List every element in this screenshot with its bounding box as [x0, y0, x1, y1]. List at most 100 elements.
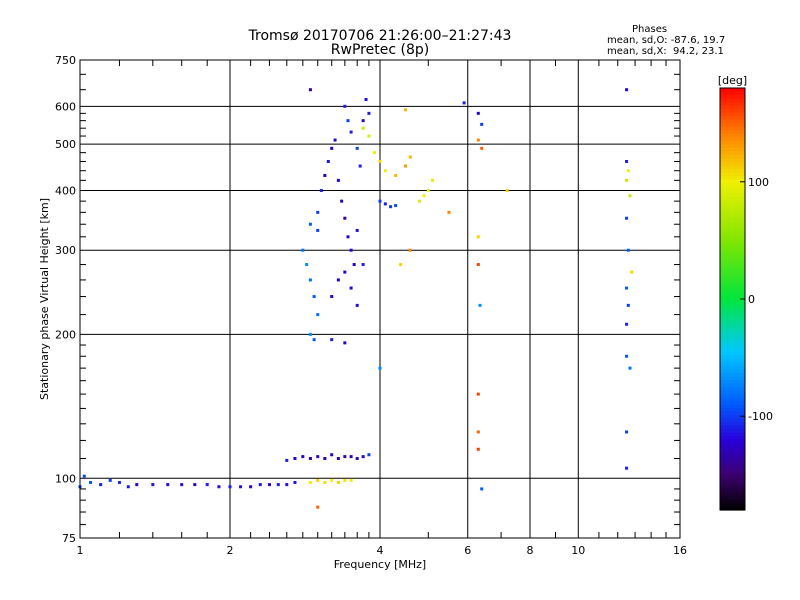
- data-point: [346, 119, 350, 123]
- data-point: [285, 458, 289, 462]
- colorbar-segment: [720, 355, 745, 360]
- data-point: [355, 146, 359, 150]
- data-point: [422, 194, 426, 198]
- data-point: [349, 478, 353, 482]
- y-tick-label: 75: [62, 532, 76, 545]
- data-point: [349, 286, 353, 290]
- colorbar-segment: [720, 492, 745, 497]
- data-point: [505, 188, 509, 192]
- colorbar-segment: [720, 267, 745, 272]
- data-point: [323, 173, 327, 177]
- colorbar-segment: [720, 295, 745, 300]
- x-tick-label: 2: [227, 544, 234, 557]
- data-point: [378, 366, 382, 370]
- data-point: [117, 480, 121, 484]
- colorbar-segment: [720, 415, 745, 420]
- data-point: [625, 322, 629, 326]
- data-point: [355, 303, 359, 307]
- colorbar-segment: [720, 351, 745, 356]
- data-point: [308, 88, 312, 92]
- data-point: [480, 122, 484, 126]
- data-point: [330, 478, 334, 482]
- data-point: [293, 480, 297, 484]
- colorbar-segment: [720, 189, 745, 195]
- colorbar-segment: [720, 411, 745, 416]
- colorbar-segment: [720, 193, 745, 198]
- data-point: [625, 88, 629, 92]
- data-point: [343, 455, 347, 459]
- data-point: [228, 485, 232, 489]
- colorbar-label: [deg]: [718, 74, 747, 87]
- colorbar-segment: [720, 446, 745, 451]
- data-point: [135, 483, 139, 487]
- data-point: [630, 270, 634, 274]
- colorbar-segment: [720, 400, 745, 406]
- x-tick-label: 8: [527, 544, 534, 557]
- data-point: [478, 303, 482, 307]
- y-axis-label: Stationary phase Virtual Height [km]: [38, 198, 51, 400]
- colorbar-segment: [720, 397, 745, 402]
- colorbar-segment: [720, 214, 745, 219]
- data-point: [476, 392, 480, 396]
- colorbar-segment: [720, 499, 745, 504]
- data-point: [628, 194, 632, 198]
- colorbar-segment: [720, 112, 745, 117]
- data-point: [625, 286, 629, 290]
- colorbar-segment: [720, 253, 745, 258]
- colorbar-segment: [720, 281, 745, 286]
- x-tick-label: 1: [77, 544, 84, 557]
- y-tick-label: 600: [55, 100, 76, 113]
- data-point: [394, 204, 398, 208]
- colorbar-segment: [720, 481, 745, 486]
- data-point: [126, 485, 130, 489]
- colorbar-segment: [720, 204, 745, 209]
- data-point: [323, 480, 327, 484]
- colorbar-segment: [720, 299, 745, 304]
- colorbar-segment: [720, 478, 745, 483]
- data-point: [308, 332, 312, 336]
- data-point: [276, 483, 280, 487]
- x-tick-label: 10: [571, 544, 585, 557]
- data-point: [205, 483, 209, 487]
- colorbar-segment: [720, 144, 745, 149]
- data-point: [330, 453, 334, 457]
- colorbar-segment: [720, 320, 745, 325]
- data-point: [383, 169, 387, 173]
- data-point: [476, 111, 480, 115]
- colorbar-segment: [720, 471, 745, 476]
- y-tick-label: 100: [55, 472, 76, 485]
- colorbar-segment: [720, 383, 745, 388]
- data-point: [333, 138, 337, 142]
- colorbar-segment: [720, 116, 745, 121]
- colorbar-segment: [720, 386, 745, 392]
- colorbar-segment: [720, 186, 745, 191]
- data-point: [285, 483, 289, 487]
- colorbar-segment: [720, 151, 745, 156]
- data-point: [417, 199, 421, 203]
- colorbar-segment: [720, 502, 745, 508]
- data-point: [394, 173, 398, 177]
- data-point: [343, 104, 347, 108]
- plot-frame: [79, 59, 681, 539]
- data-point: [217, 485, 221, 489]
- colorbar-segment: [720, 429, 745, 434]
- data-point: [476, 263, 480, 267]
- colorbar-segment: [720, 98, 745, 103]
- colorbar-segment: [720, 130, 745, 135]
- data-point: [316, 455, 320, 459]
- colorbar-segment: [720, 256, 745, 261]
- colorbar-segment: [720, 91, 745, 96]
- colorbar-segment: [720, 246, 745, 251]
- colorbar-segment: [720, 418, 745, 423]
- data-point: [355, 456, 359, 460]
- y-tick-label: 750: [55, 54, 76, 67]
- colorbar-tick-label: -100: [748, 410, 773, 423]
- colorbar-segment: [720, 207, 745, 212]
- data-point: [293, 456, 297, 460]
- data-point: [305, 263, 309, 267]
- colorbar-segment: [720, 175, 745, 181]
- data-point: [308, 480, 312, 484]
- colorbar-segment: [720, 408, 745, 413]
- data-point: [316, 478, 320, 482]
- data-point: [258, 483, 262, 487]
